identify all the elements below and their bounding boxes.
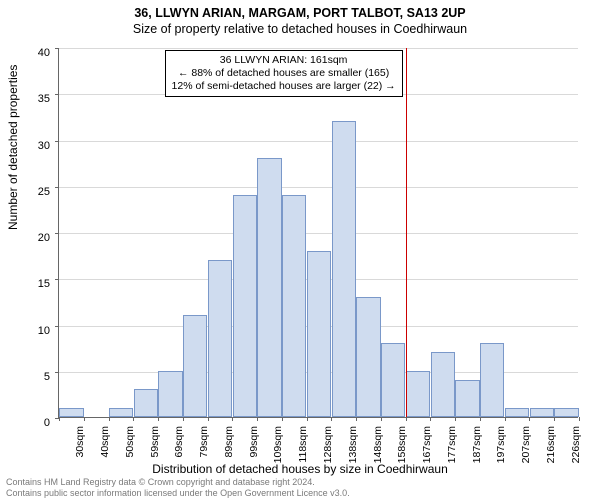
- xtick-label: 207sqm: [520, 426, 532, 463]
- gridline: [59, 233, 578, 234]
- xtick-mark: [505, 417, 506, 421]
- annotation-box: 36 LLWYN ARIAN: 161sqm← 88% of detached …: [165, 50, 403, 97]
- histogram-bar: [307, 251, 331, 418]
- xtick-mark: [133, 417, 134, 421]
- xtick-label: 187sqm: [471, 426, 483, 463]
- xtick-mark: [356, 417, 357, 421]
- histogram-bar: [59, 408, 83, 417]
- chart-title-block: 36, LLWYN ARIAN, MARGAM, PORT TALBOT, SA…: [0, 0, 600, 36]
- xtick-label: 167sqm: [421, 426, 433, 463]
- histogram-bar: [257, 158, 281, 417]
- xtick-label: 50sqm: [124, 426, 136, 458]
- xtick-mark: [331, 417, 332, 421]
- ytick-mark: [55, 326, 59, 327]
- xtick-label: 40sqm: [99, 426, 111, 458]
- xtick-label: 79sqm: [198, 426, 210, 458]
- footer-line-2: Contains public sector information licen…: [6, 488, 350, 498]
- x-axis-label: Distribution of detached houses by size …: [0, 462, 600, 476]
- histogram-bar: [554, 408, 578, 417]
- ytick-label: 30: [20, 140, 50, 152]
- xtick-label: 99sqm: [248, 426, 260, 458]
- gridline: [59, 141, 578, 142]
- ytick-mark: [55, 279, 59, 280]
- histogram-bar: [233, 195, 257, 417]
- gridline: [59, 187, 578, 188]
- chart-plot-area: 36 LLWYN ARIAN: 161sqm← 88% of detached …: [58, 48, 578, 418]
- xtick-label: 69sqm: [173, 426, 185, 458]
- annotation-line: ← 88% of detached houses are smaller (16…: [172, 67, 396, 80]
- chart-title-address: 36, LLWYN ARIAN, MARGAM, PORT TALBOT, SA…: [0, 6, 600, 20]
- ytick-mark: [55, 141, 59, 142]
- histogram-bar: [109, 408, 133, 417]
- annotation-line: 12% of semi-detached houses are larger (…: [172, 80, 396, 93]
- histogram-bar: [332, 121, 356, 417]
- xtick-label: 158sqm: [396, 426, 408, 463]
- histogram-bar: [158, 371, 182, 417]
- histogram-bar: [183, 315, 207, 417]
- footer-attribution: Contains HM Land Registry data © Crown c…: [6, 477, 350, 498]
- xtick-label: 89sqm: [223, 426, 235, 458]
- xtick-mark: [257, 417, 258, 421]
- histogram-bar: [208, 260, 232, 417]
- xtick-mark: [579, 417, 580, 421]
- ytick-mark: [55, 187, 59, 188]
- histogram-bar: [381, 343, 405, 417]
- ytick-label: 0: [20, 417, 50, 429]
- ytick-label: 25: [20, 186, 50, 198]
- histogram-bar: [505, 408, 529, 417]
- histogram-bar: [431, 352, 455, 417]
- xtick-mark: [554, 417, 555, 421]
- xtick-label: 177sqm: [446, 426, 458, 463]
- xtick-mark: [84, 417, 85, 421]
- xtick-mark: [282, 417, 283, 421]
- xtick-label: 226sqm: [570, 426, 582, 463]
- xtick-label: 197sqm: [495, 426, 507, 463]
- xtick-mark: [455, 417, 456, 421]
- histogram-bar: [282, 195, 306, 417]
- footer-line-1: Contains HM Land Registry data © Crown c…: [6, 477, 350, 487]
- xtick-mark: [59, 417, 60, 421]
- xtick-label: 138sqm: [347, 426, 359, 463]
- xtick-label: 109sqm: [272, 426, 284, 463]
- chart-subtitle: Size of property relative to detached ho…: [0, 22, 600, 36]
- ytick-label: 5: [20, 371, 50, 383]
- xtick-mark: [158, 417, 159, 421]
- ytick-mark: [55, 48, 59, 49]
- histogram-bar: [356, 297, 380, 417]
- ytick-label: 40: [20, 47, 50, 59]
- histogram-bar: [406, 371, 430, 417]
- xtick-label: 30sqm: [74, 426, 86, 458]
- xtick-label: 216sqm: [545, 426, 557, 463]
- histogram-bar: [480, 343, 504, 417]
- xtick-label: 148sqm: [372, 426, 384, 463]
- xtick-mark: [381, 417, 382, 421]
- ytick-label: 10: [20, 325, 50, 337]
- ytick-mark: [55, 94, 59, 95]
- ytick-label: 15: [20, 278, 50, 290]
- xtick-mark: [208, 417, 209, 421]
- xtick-label: 118sqm: [297, 426, 309, 463]
- gridline: [59, 48, 578, 49]
- ytick-mark: [55, 233, 59, 234]
- xtick-mark: [430, 417, 431, 421]
- xtick-mark: [109, 417, 110, 421]
- annotation-line: 36 LLWYN ARIAN: 161sqm: [172, 54, 396, 67]
- xtick-mark: [529, 417, 530, 421]
- property-marker-line: [406, 48, 407, 417]
- xtick-label: 59sqm: [149, 426, 161, 458]
- ytick-mark: [55, 372, 59, 373]
- xtick-mark: [183, 417, 184, 421]
- ytick-label: 35: [20, 93, 50, 105]
- ytick-label: 20: [20, 232, 50, 244]
- xtick-mark: [307, 417, 308, 421]
- xtick-mark: [480, 417, 481, 421]
- y-axis-label: Number of detached properties: [6, 65, 20, 230]
- histogram-bar: [134, 389, 158, 417]
- xtick-label: 128sqm: [322, 426, 334, 463]
- xtick-mark: [406, 417, 407, 421]
- xtick-mark: [232, 417, 233, 421]
- histogram-bar: [530, 408, 554, 417]
- histogram-bar: [455, 380, 479, 417]
